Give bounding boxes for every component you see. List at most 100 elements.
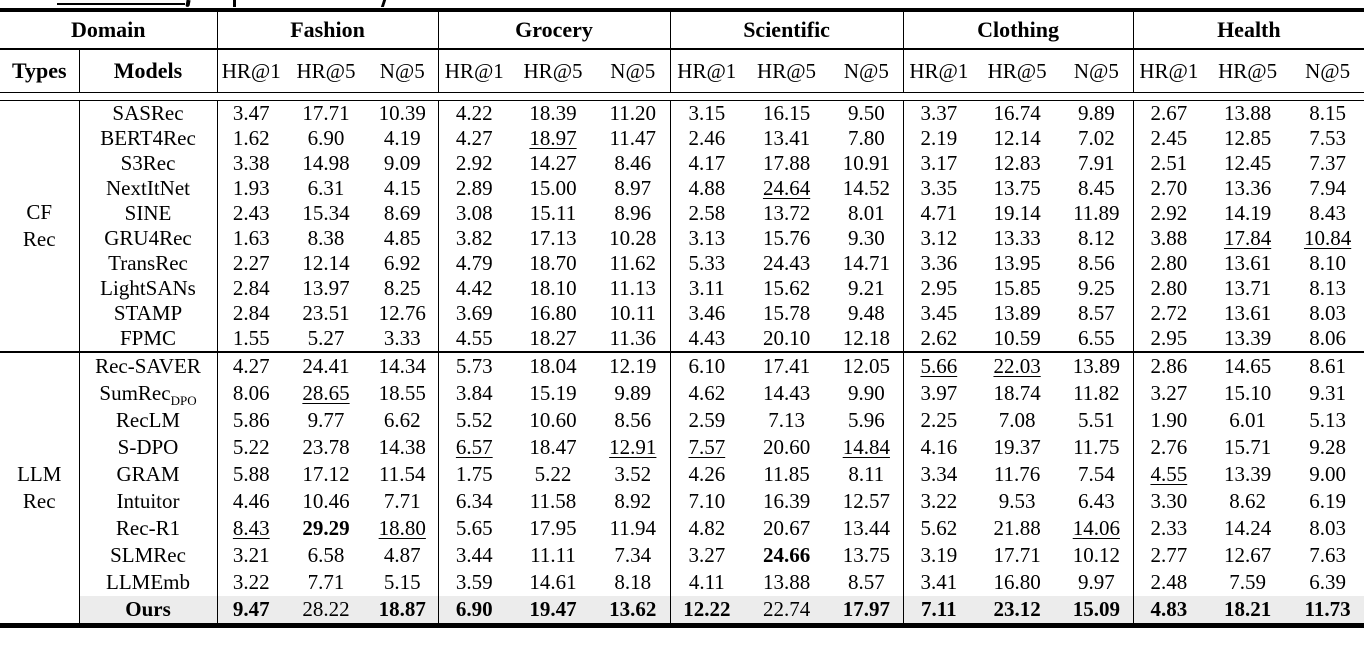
metric-value: 3.30 <box>1150 489 1188 513</box>
metric-header: HR@5 <box>757 58 817 83</box>
metric-value: 4.55 <box>455 326 493 350</box>
metric-value: 5.22 <box>534 462 572 486</box>
metric-value: 7.11 <box>903 596 975 623</box>
metric-value: 2.43 <box>232 201 270 225</box>
model-name: Intuitor <box>79 488 218 515</box>
table-row: SINE 2.43 15.34 8.69 3.08 15.11 8.96 2.58 13.72 8… <box>0 201 1364 226</box>
metric-value: 9.25 <box>1060 276 1134 301</box>
table-row: Rec-R1 8.43 29.29 18.80 5.65 17.95 11.94 4.82 20… <box>0 515 1364 542</box>
table-row: S3Rec 3.38 14.98 9.09 2.92 14.27 8.46 4.17 17.88… <box>0 151 1364 176</box>
metric-value: 18.97 <box>529 126 577 150</box>
metric-value: 4.15 <box>367 176 439 201</box>
metric-value: 18.55 <box>367 380 439 407</box>
metric-value: 2.77 <box>1150 543 1188 567</box>
metric-value: 2.58 <box>688 201 726 225</box>
metric-value: 28.65 <box>302 381 350 405</box>
metric-value: 2.70 <box>1150 176 1188 200</box>
metric-value: 7.71 <box>367 488 439 515</box>
metric-value: 6.01 <box>1229 408 1266 432</box>
domain-header-fashion: Fashion <box>217 12 439 48</box>
metric-value: 13.75 <box>993 176 1041 200</box>
metric-value: 9.31 <box>1309 381 1346 405</box>
table-row: Intuitor 4.46 10.46 7.71 6.34 11.58 8.92 7.10 16… <box>0 488 1364 515</box>
metric-value: 3.38 <box>232 151 270 175</box>
metric-value: 13.88 <box>762 570 811 594</box>
metric-value: 5.96 <box>830 407 904 434</box>
metric-value: 23.51 <box>302 301 350 325</box>
metric-value: 15.10 <box>1223 381 1272 405</box>
metric-value: 11.85 <box>763 462 810 486</box>
metric-value: 1.93 <box>232 176 270 200</box>
model-name: RecLM <box>79 407 218 434</box>
metric-value: 7.80 <box>830 126 904 151</box>
metric-value: 13.61 <box>1223 251 1272 275</box>
metric-value: 10.46 <box>302 489 350 513</box>
metric-value: 4.42 <box>455 276 493 300</box>
metric-value: 6.62 <box>367 407 439 434</box>
metric-value: 3.84 <box>455 381 493 405</box>
metric-value: 8.10 <box>1309 251 1346 275</box>
metric-value: 20.60 <box>762 435 811 459</box>
metric-value: 13.89 <box>993 301 1041 325</box>
metric-value: 8.46 <box>596 151 671 176</box>
caption-descender-fragment <box>380 0 387 7</box>
metric-value: 1.75 <box>455 462 493 486</box>
metric-value: 3.13 <box>688 226 726 250</box>
domain-header-scientific: Scientific <box>670 12 904 48</box>
metric-value: 9.21 <box>830 276 904 301</box>
metric-value: 8.61 <box>1309 354 1346 378</box>
model-name: BERT4Rec <box>79 126 218 151</box>
metric-value: 4.16 <box>920 435 958 459</box>
metric-value: 13.97 <box>302 276 350 300</box>
model-name: GRAM <box>79 461 218 488</box>
model-name: Rec-SAVER <box>79 353 218 380</box>
metric-value: 13.36 <box>1223 176 1272 200</box>
metric-value: 9.30 <box>830 226 904 251</box>
metric-value: 2.84 <box>232 301 270 325</box>
model-name: Ours <box>79 596 218 623</box>
metric-value: 2.92 <box>455 151 493 175</box>
metric-value: 1.90 <box>1150 408 1188 432</box>
metric-value: 6.90 <box>307 126 345 150</box>
metric-value: 14.98 <box>302 151 350 175</box>
metric-value: 28.22 <box>285 596 367 623</box>
metric-value: 3.17 <box>920 151 958 175</box>
metric-value: 22.03 <box>993 354 1041 378</box>
metric-value: 3.36 <box>920 251 958 275</box>
metric-value: 6.39 <box>1309 570 1346 594</box>
metric-value: 17.97 <box>830 596 904 623</box>
model-name: Rec-R1 <box>79 515 218 542</box>
metric-value: 16.80 <box>529 301 577 325</box>
model-name: FPMC <box>79 326 218 351</box>
metric-value: 11.36 <box>596 326 671 351</box>
metric-header: HR@1 <box>221 58 281 83</box>
model-name: LightSANs <box>79 276 218 301</box>
metric-value: 8.38 <box>307 226 345 250</box>
metric-value: 15.85 <box>993 276 1041 300</box>
metric-value: 8.92 <box>596 488 671 515</box>
metric-value: 13.75 <box>830 542 904 569</box>
metric-value: 7.71 <box>307 570 345 594</box>
metric-value: 16.15 <box>762 101 811 125</box>
model-name: GRU4Rec <box>79 226 218 251</box>
metric-value: 10.28 <box>596 226 671 251</box>
metric-value: 14.84 <box>830 434 904 461</box>
table-row: CF Rec SASRec 3.47 17.71 10.39 4.22 18.39 11.20 3… <box>0 101 1364 351</box>
metric-value: 3.47 <box>232 101 270 125</box>
model-subscript: DPO <box>170 393 197 409</box>
metric-value: 3.44 <box>455 543 493 567</box>
metric-value: 19.37 <box>993 435 1041 459</box>
metric-value: 14.24 <box>1223 516 1272 540</box>
metric-value: 4.62 <box>688 381 726 405</box>
metric-value: 9.53 <box>998 489 1036 513</box>
metric-value: 9.90 <box>830 380 904 407</box>
types-header: Types <box>0 50 80 92</box>
metric-value: 3.46 <box>688 301 726 325</box>
metric-value: 2.27 <box>232 251 270 275</box>
metric-value: 4.83 <box>1133 596 1205 623</box>
metric-value: 10.11 <box>596 301 671 326</box>
table-row: GRAM 5.88 17.12 11.54 1.75 5.22 3.52 4.26 11.85 8… <box>0 461 1364 488</box>
metric-value: 8.13 <box>1309 276 1346 300</box>
metric-value: 14.38 <box>367 434 439 461</box>
metric-value: 15.11 <box>529 201 577 225</box>
